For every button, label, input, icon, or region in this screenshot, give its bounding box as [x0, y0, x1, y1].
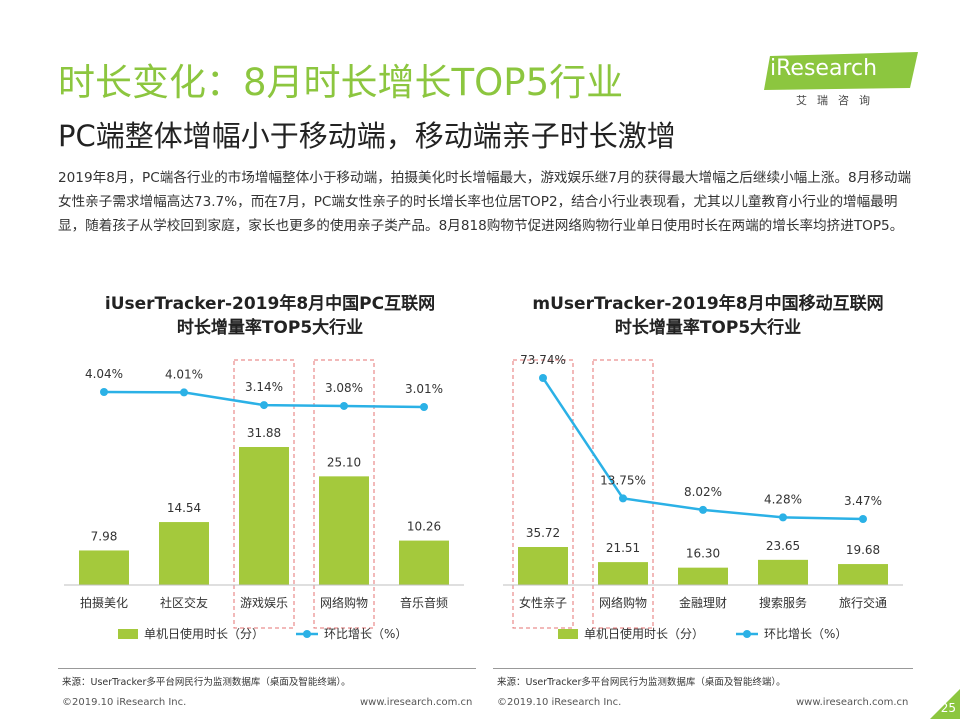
summary-text: 2019年8月，PC端各行业的市场增幅整体小于移动端，拍摄美化时长增幅最大，游戏…: [58, 170, 912, 234]
chart2-category-label: 金融理财: [679, 595, 727, 610]
page-title: 时长变化：8月时长增长TOP5行业: [58, 61, 624, 104]
chart1-bar: [239, 447, 289, 585]
chart1-bar: [319, 476, 369, 585]
chart1-title-line2: 时长增量率TOP5大行业: [176, 318, 364, 338]
chart2-title-line1: mUserTracker-2019年8月中国移动互联网: [532, 294, 884, 314]
logo-banner-shape: [764, 52, 918, 90]
chart2-bar-label: 23.65: [766, 539, 800, 553]
chart2-category-label: 搜索服务: [759, 595, 807, 610]
chart2-bar-label: 19.68: [846, 543, 880, 557]
page-number: 25: [940, 701, 956, 715]
chart1-line-point: [260, 401, 268, 410]
chart1-bar: [159, 522, 209, 585]
chart2-line-label: 13.75%: [600, 473, 646, 487]
chart1-line-label: 3.01%: [405, 382, 443, 396]
chart2-line-label: 8.02%: [684, 485, 722, 499]
chart1-category-label: 音乐音频: [400, 595, 448, 610]
chart1-legend-bar-label: 单机日使用时长（分）: [144, 626, 264, 641]
chart1-bar-label: 25.10: [327, 455, 361, 469]
chart2-bar: [518, 547, 568, 585]
chart2-line-label: 73.74%: [520, 353, 566, 367]
chart2-bar: [838, 564, 888, 585]
chart2-line-point: [859, 515, 867, 523]
chart2-bar: [678, 567, 728, 585]
page-subtitle: PC端整体增幅小于移动端，移动端亲子时长激增: [58, 119, 676, 153]
chart1-title: iUserTracker-2019年8月中国PC互联网 时长增量率TOP5大行业: [50, 292, 490, 340]
page-corner-shape: [930, 689, 960, 719]
chart1-highlight-box: [233, 359, 295, 629]
chart2-bar-label: 35.72: [526, 526, 560, 540]
chart2-footer-url: www.iresearch.com.cn: [796, 697, 909, 708]
chart2-bar: [758, 559, 808, 585]
chart1-line-label: 3.14%: [245, 380, 283, 394]
chart1-title-line1: iUserTracker-2019年8月中国PC互联网: [104, 294, 436, 314]
chart1-bar: [79, 550, 129, 585]
chart2-line-label: 4.28%: [764, 492, 802, 506]
chart1-footer-url: www.iresearch.com.cn: [360, 697, 473, 708]
chart1-line-label: 3.08%: [325, 381, 363, 395]
chart2-bar-label: 16.30: [686, 547, 720, 561]
chart2-bar: [598, 562, 648, 585]
chart1-bar-label: 7.98: [91, 529, 118, 543]
chart2-legend-bar-swatch: [558, 629, 578, 639]
chart1-line-point: [100, 388, 108, 396]
chart2-category-label: 网络购物: [599, 595, 647, 610]
chart1-line-point: [180, 388, 188, 397]
iresearch-logo: iResearch 艾瑞咨询: [760, 52, 920, 112]
chart1-bar-label: 10.26: [407, 520, 441, 534]
chart2-legend-line-marker: [743, 630, 751, 638]
chart2-line-point: [619, 494, 627, 503]
chart2-line-point: [539, 374, 547, 382]
chart1-legend-bar-swatch: [118, 629, 138, 639]
logo-wordmark: iResearch: [770, 56, 878, 81]
chart1-bar-label: 31.88: [247, 426, 281, 440]
chart2-svg: 35.72 21.51 16.30 23.65 19.68 女性亲子 网络购物 金融理财 搜索服…: [503, 353, 903, 641]
chart2-category-label: 旅行交通: [839, 595, 887, 610]
chart2-highlight-box: [592, 359, 654, 629]
chart1-line-label: 4.01%: [165, 367, 203, 381]
logo-chinese: 艾瑞咨询: [796, 94, 880, 107]
chart1-bar-label: 14.54: [167, 501, 201, 515]
chart2-highlight-box: [512, 359, 574, 629]
chart1-legend-line-label: 环比增长（%）: [324, 627, 407, 641]
chart1-line-point: [420, 403, 428, 411]
chart2-title: mUserTracker-2019年8月中国移动互联网 时长增量率TOP5大行业: [488, 292, 928, 340]
chart2-title-line2: 时长增量率TOP5大行业: [614, 318, 802, 338]
chart2-line-point: [779, 513, 787, 522]
chart1-category-label: 游戏娱乐: [240, 596, 288, 610]
chart1-category-label: 拍摄美化: [80, 595, 128, 610]
page-number-badge: 25: [930, 689, 960, 719]
chart2-source: 来源：UserTracker多平台网民行为监测数据库（桌面及智能终端）。: [497, 677, 786, 688]
chart1-source: 来源：UserTracker多平台网民行为监测数据库（桌面及智能终端）。: [62, 677, 351, 688]
chart1-highlight-box: [313, 359, 375, 629]
chart1-svg: 7.98 14.54 31.88 25.10 10.26 拍摄美化 社区交友 游戏娱乐 网络购物…: [64, 359, 464, 641]
chart1-line-label: 4.04%: [85, 367, 123, 381]
chart2-category-label: 女性亲子: [519, 595, 567, 610]
chart1-line-point: [340, 401, 348, 410]
chart2-source-divider: [493, 668, 913, 669]
chart2-legend-bar-label: 单机日使用时长（分）: [584, 626, 704, 641]
chart2-bar-label: 21.51: [606, 541, 640, 555]
chart1-category-label: 社区交友: [160, 595, 208, 610]
chart2-line-point: [699, 505, 707, 514]
chart1-source-divider: [58, 668, 476, 669]
chart1-footer-copyright: ©2019.10 iResearch Inc.: [62, 697, 187, 708]
chart2-footer-copyright: ©2019.10 iResearch Inc.: [497, 697, 622, 708]
chart1-legend-line-marker: [303, 630, 311, 638]
chart1-category-label: 网络购物: [320, 595, 368, 610]
chart1-bar: [399, 540, 449, 585]
chart2-line-label: 3.47%: [844, 494, 882, 508]
chart2-legend-line-label: 环比增长（%）: [764, 627, 847, 641]
